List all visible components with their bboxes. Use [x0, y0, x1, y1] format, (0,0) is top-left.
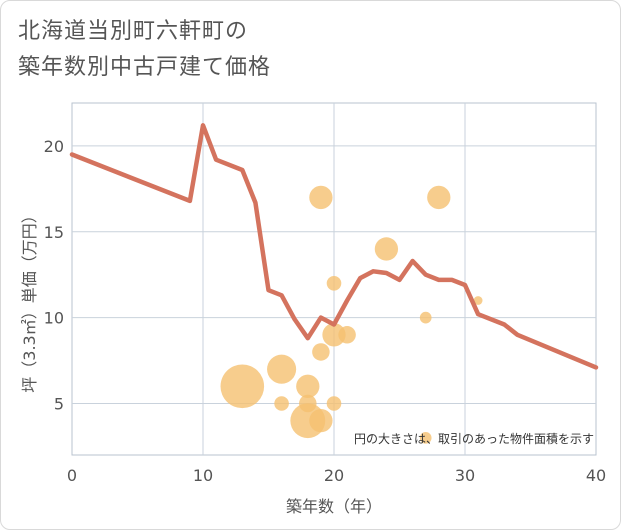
bubble-point	[374, 237, 399, 261]
bubble-point	[419, 431, 432, 444]
x-tick-label: 20	[324, 466, 344, 485]
bubble-point	[326, 275, 342, 291]
tick-labels: 0 10 20 30 40 5 10 15 20	[44, 137, 607, 485]
bubbles	[220, 185, 483, 444]
x-tick-label: 40	[586, 466, 606, 485]
bubble-point	[296, 374, 320, 398]
bubble-point	[309, 409, 333, 433]
bubble-point	[338, 326, 356, 344]
x-tick-label: 30	[455, 466, 475, 485]
x-axis-label: 築年数（年）	[286, 497, 382, 516]
x-tick-label: 0	[67, 466, 77, 485]
chart-title-line1: 北海道当別町六軒町の	[18, 19, 249, 44]
chart-title: 北海道当別町六軒町の 築年数別中古戸建て価格	[18, 14, 271, 86]
y-tick-label: 15	[44, 223, 64, 242]
bubble-point	[322, 323, 346, 347]
bubble-point	[427, 185, 451, 210]
bubble-point	[274, 396, 289, 411]
bubble-point	[267, 354, 297, 384]
y-tick-label: 5	[54, 394, 64, 413]
y-tick-label: 10	[44, 309, 64, 328]
bubble-point	[419, 311, 432, 324]
x-tick-label: 10	[193, 466, 213, 485]
bubble-size-note: 円の大きさは、取引のあった物件面積を示す	[354, 431, 594, 446]
y-tick-label: 20	[44, 137, 64, 156]
price-line-group	[69, 123, 599, 370]
y-axis-label: 坪（3.3㎡）単価（万円）	[20, 207, 39, 392]
bubble-point	[220, 364, 265, 409]
bubble-point	[309, 185, 333, 210]
price-line	[69, 123, 599, 370]
bubble-point	[326, 396, 342, 411]
chart-title-line2: 築年数別中古戸建て価格	[18, 55, 272, 80]
bubble-point	[473, 296, 483, 305]
bubble-point	[312, 343, 330, 361]
